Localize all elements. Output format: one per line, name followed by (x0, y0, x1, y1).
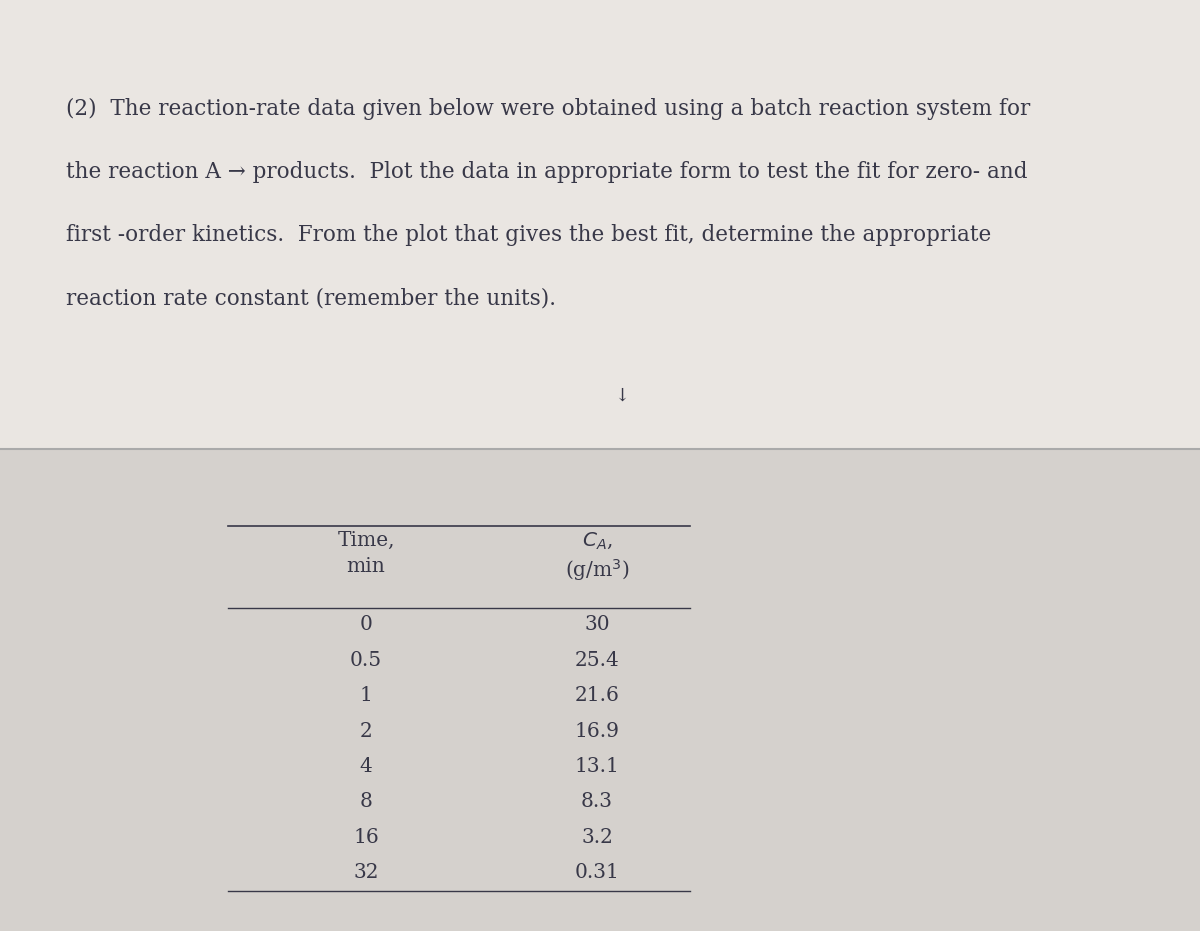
Text: first -order kinetics.  From the plot that gives the best fit, determine the app: first -order kinetics. From the plot tha… (66, 224, 991, 247)
Text: 0.31: 0.31 (575, 863, 619, 882)
Text: 16.9: 16.9 (575, 722, 619, 740)
Text: ↓: ↓ (614, 386, 629, 405)
Text: 2: 2 (360, 722, 372, 740)
Text: Time,: Time, (337, 531, 395, 549)
Text: 16: 16 (353, 828, 379, 846)
Text: 8: 8 (360, 792, 372, 811)
Text: 4: 4 (360, 757, 372, 776)
Text: 13.1: 13.1 (575, 757, 619, 776)
Text: reaction rate constant (remember the units).: reaction rate constant (remember the uni… (66, 288, 556, 310)
Text: 21.6: 21.6 (575, 686, 619, 705)
Text: $C_A$,: $C_A$, (582, 531, 612, 551)
Text: (g/m$^3$): (g/m$^3$) (565, 557, 629, 583)
Text: the reaction A → products.  Plot the data in appropriate form to test the fit fo: the reaction A → products. Plot the data… (66, 161, 1027, 183)
Text: (2)  The reaction-rate data given below were obtained using a batch reaction sys: (2) The reaction-rate data given below w… (66, 98, 1031, 120)
Text: 0.5: 0.5 (350, 651, 382, 669)
Text: 8.3: 8.3 (581, 792, 613, 811)
Text: 30: 30 (584, 615, 610, 634)
Bar (0, 0, 1200, 449)
Text: min: min (347, 557, 385, 575)
Text: 32: 32 (353, 863, 379, 882)
Text: 1: 1 (360, 686, 372, 705)
Bar (0, 449, 1200, 931)
Text: 0: 0 (360, 615, 372, 634)
Text: 3.2: 3.2 (581, 828, 613, 846)
Text: 25.4: 25.4 (575, 651, 619, 669)
